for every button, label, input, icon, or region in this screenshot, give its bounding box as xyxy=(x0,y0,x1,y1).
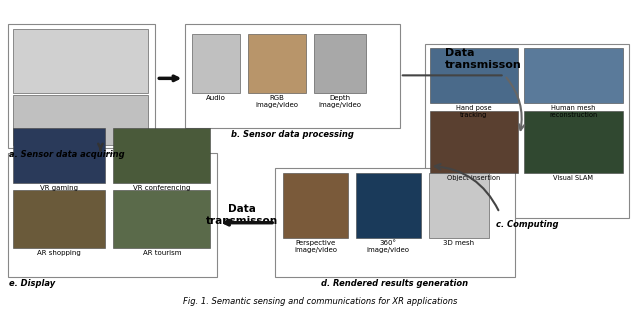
Bar xyxy=(425,44,629,218)
Text: AR tourism: AR tourism xyxy=(143,249,181,256)
Text: e. Display: e. Display xyxy=(9,280,55,289)
Bar xyxy=(356,173,420,238)
Bar xyxy=(248,33,306,93)
Bar xyxy=(8,153,217,277)
Text: Data
transmisson: Data transmisson xyxy=(445,49,522,70)
Text: b. Sensor data processing: b. Sensor data processing xyxy=(231,130,354,139)
Text: Fig. 1. Semantic sensing and communications for XR applications: Fig. 1. Semantic sensing and communicati… xyxy=(183,297,457,306)
Text: Hand pose
tracking: Hand pose tracking xyxy=(456,105,492,118)
Text: Audio: Audio xyxy=(206,95,226,101)
Bar xyxy=(314,33,366,93)
Bar xyxy=(186,23,400,128)
Bar xyxy=(192,33,240,93)
Bar xyxy=(524,49,623,103)
Text: Human mesh
reconstruction: Human mesh reconstruction xyxy=(549,105,598,118)
Bar xyxy=(283,173,348,238)
Bar xyxy=(113,190,210,248)
Text: 360°
image/video: 360° image/video xyxy=(367,240,410,253)
Text: Perspective
image/video: Perspective image/video xyxy=(294,240,337,253)
Bar xyxy=(429,173,488,238)
Text: Object insertion: Object insertion xyxy=(447,175,500,181)
Text: Depth
image/video: Depth image/video xyxy=(319,95,362,108)
Text: a. Sensor data acquiring: a. Sensor data acquiring xyxy=(9,150,124,159)
Bar xyxy=(8,23,156,148)
Bar xyxy=(430,111,518,173)
Text: RGB
image/video: RGB image/video xyxy=(255,95,299,108)
Bar xyxy=(13,28,148,93)
Text: c. Computing: c. Computing xyxy=(496,220,558,229)
Bar xyxy=(13,190,106,248)
Bar xyxy=(524,111,623,173)
Text: AR shopping: AR shopping xyxy=(37,249,81,256)
Bar xyxy=(13,128,106,183)
Bar xyxy=(275,168,515,277)
Text: VR gaming: VR gaming xyxy=(40,185,78,191)
Text: Data
transmisson: Data transmisson xyxy=(206,204,278,226)
Text: 3D mesh: 3D mesh xyxy=(443,240,474,246)
Text: Visual SLAM: Visual SLAM xyxy=(554,175,593,181)
Bar xyxy=(13,95,148,145)
Text: VR conferencing: VR conferencing xyxy=(133,185,191,191)
Bar xyxy=(113,128,210,183)
Bar xyxy=(430,49,518,103)
Text: d. Rendered results generation: d. Rendered results generation xyxy=(321,280,468,289)
